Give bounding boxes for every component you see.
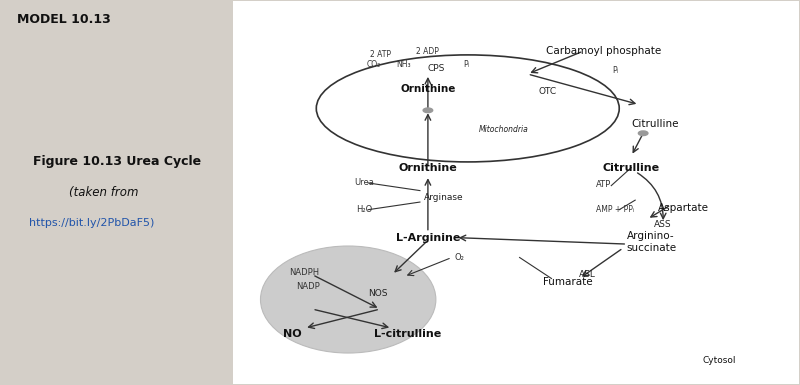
Circle shape	[423, 108, 433, 113]
Text: Urea: Urea	[354, 178, 374, 187]
Text: NOS: NOS	[368, 289, 387, 298]
Text: Pᵢ: Pᵢ	[463, 60, 469, 69]
Text: Citrulline: Citrulline	[602, 162, 660, 172]
Text: Ornithine: Ornithine	[398, 162, 458, 172]
Text: L-citrulline: L-citrulline	[374, 329, 442, 339]
Text: Citrulline: Citrulline	[631, 119, 679, 129]
FancyBboxPatch shape	[233, 2, 798, 383]
Text: Fumarate: Fumarate	[542, 277, 592, 287]
Text: Cytosol: Cytosol	[702, 356, 736, 365]
Ellipse shape	[261, 246, 436, 353]
Text: OTC: OTC	[538, 87, 557, 96]
Text: NO: NO	[283, 329, 302, 339]
Text: MODEL 10.13: MODEL 10.13	[18, 13, 111, 26]
Text: https://bit.ly/2PbDaF5): https://bit.ly/2PbDaF5)	[30, 218, 154, 228]
Text: (taken from: (taken from	[69, 186, 138, 199]
Text: Carbamoyl phosphate: Carbamoyl phosphate	[546, 46, 661, 56]
Text: CO₂: CO₂	[366, 60, 381, 69]
Circle shape	[638, 131, 648, 136]
Text: Pᵢ: Pᵢ	[612, 66, 618, 75]
Text: O₂: O₂	[455, 253, 465, 262]
Text: Aspartate: Aspartate	[658, 203, 709, 213]
Text: Arginino-
succinate: Arginino- succinate	[626, 231, 676, 253]
Text: AMP + PPᵢ: AMP + PPᵢ	[596, 205, 634, 214]
Text: Mitochondria: Mitochondria	[478, 125, 529, 134]
Text: ASL: ASL	[579, 270, 596, 279]
Ellipse shape	[316, 55, 619, 162]
Text: ATP: ATP	[596, 180, 611, 189]
Text: L-Arginine: L-Arginine	[396, 233, 460, 243]
Text: Figure 10.13 Urea Cycle: Figure 10.13 Urea Cycle	[34, 156, 202, 168]
Text: ASS: ASS	[654, 221, 672, 229]
Text: NH₃: NH₃	[397, 60, 411, 69]
Text: 2 ADP: 2 ADP	[417, 47, 439, 55]
Text: Arginase: Arginase	[424, 192, 464, 202]
Text: H₂O: H₂O	[356, 205, 372, 214]
Text: CPS: CPS	[427, 64, 445, 73]
Text: 2 ATP: 2 ATP	[370, 50, 390, 59]
Text: NADP: NADP	[297, 282, 320, 291]
Text: Ornithine: Ornithine	[400, 84, 455, 94]
Text: NADPH: NADPH	[290, 268, 319, 277]
